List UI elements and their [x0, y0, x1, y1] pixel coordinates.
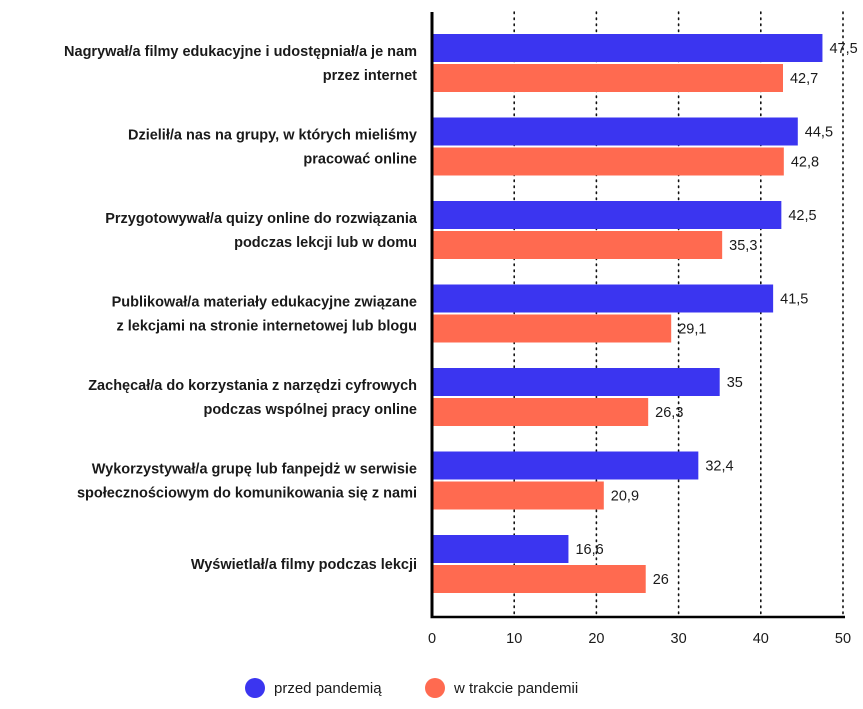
bar: [432, 535, 569, 563]
legend: przed pandemią w trakcie pandemii: [0, 678, 863, 702]
category-label: Zachęcał/a do korzystania z narzędzi cyf…: [88, 378, 417, 394]
bar: [432, 34, 823, 62]
data-label: 26,3: [655, 405, 683, 421]
legend-label-before: przed pandemią: [274, 679, 382, 697]
category-label: Nagrywał/a filmy edukacyjne i udostępnia…: [64, 44, 417, 60]
data-label: 35,3: [729, 238, 757, 254]
x-tick-label: 40: [753, 631, 769, 647]
bar: [432, 231, 723, 259]
data-label: 16,6: [575, 542, 603, 558]
bar: [432, 284, 774, 313]
bar: [432, 64, 783, 92]
x-tick-label: 10: [506, 631, 522, 647]
bar: [432, 147, 784, 176]
bar: [432, 201, 782, 229]
data-label: 26: [653, 572, 669, 588]
category-label: z lekcjami na stronie internetowej lub b…: [116, 319, 417, 335]
legend-swatch-during: [425, 678, 445, 698]
data-label: 47,5: [829, 41, 857, 57]
bar: [432, 398, 649, 426]
data-label: 42,5: [788, 208, 816, 224]
data-label: 20,9: [611, 489, 639, 505]
category-label: społecznościowym do komunikowania się z …: [77, 486, 417, 502]
data-label: 42,8: [791, 155, 819, 171]
category-label: Wyświetlał/a filmy podczas lekcji: [191, 557, 417, 573]
category-label: pracować online: [303, 152, 417, 168]
legend-swatch-before: [245, 678, 265, 698]
legend-item-before: przed pandemią: [245, 678, 382, 698]
x-tick-label: 0: [428, 631, 436, 647]
category-label: podczas lekcji lub w domu: [234, 235, 417, 251]
category-label: Dzielił/a nas na grupy, w których mieliś…: [128, 128, 417, 144]
category-label: Publikował/a materiały edukacyjne związa…: [112, 295, 417, 311]
data-label: 42,7: [790, 71, 818, 87]
legend-label-during: w trakcie pandemii: [454, 679, 579, 697]
category-label: podczas wspólnej pracy online: [203, 402, 417, 418]
x-tick-label: 50: [835, 631, 851, 647]
bar: [432, 565, 646, 593]
bar: [432, 314, 672, 343]
bar: [432, 481, 604, 510]
category-label: Wykorzystywał/a grupę lub fanpejdż w ser…: [92, 462, 417, 478]
data-label: 29,1: [678, 322, 706, 338]
bar: [432, 451, 699, 480]
x-tick-label: 30: [671, 631, 687, 647]
category-label: Przygotowywał/a quizy online do rozwiąza…: [105, 211, 418, 227]
data-label: 32,4: [705, 459, 733, 475]
bar: [432, 117, 798, 146]
x-tick-label: 20: [588, 631, 604, 647]
legend-item-during: w trakcie pandemii: [425, 678, 578, 698]
bar: [432, 368, 720, 396]
data-label: 35: [727, 375, 743, 391]
data-label: 44,5: [805, 125, 833, 141]
category-label: przez internet: [323, 68, 417, 84]
data-label: 41,5: [780, 292, 808, 308]
